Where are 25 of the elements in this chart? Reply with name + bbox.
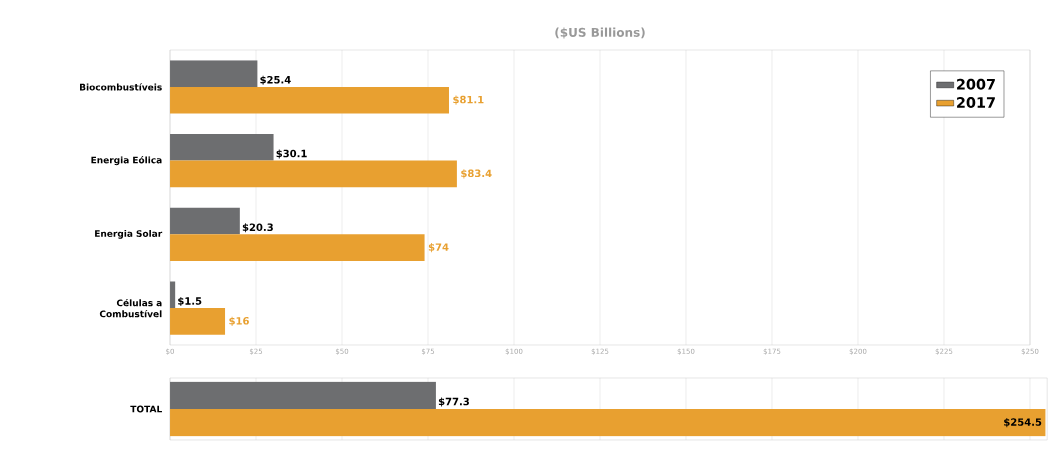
bar <box>170 86 449 114</box>
data-label: $83.4 <box>461 169 492 179</box>
y-tick-label: Energia Solar <box>95 229 163 239</box>
data-label: $25.4 <box>260 75 291 85</box>
y-tick-label: TOTAL <box>130 405 162 413</box>
data-label: $20.3 <box>242 223 273 233</box>
chart-title: ($US Billions) <box>555 27 645 39</box>
bar <box>170 207 240 235</box>
legend-label: 2007 <box>957 78 995 90</box>
data-label: $74 <box>428 243 449 253</box>
bar <box>170 60 258 87</box>
data-label: $254.5 <box>1004 418 1042 428</box>
y-tick-label: Células a Combustível <box>99 298 162 318</box>
data-label: $30.1 <box>276 149 307 159</box>
data-label: $1.5 <box>178 297 202 307</box>
y-tick-label: Biocombustíveis <box>80 83 162 91</box>
y-tick-label: Energia Eólica <box>91 156 162 166</box>
bar <box>170 308 226 335</box>
data-label: $81.1 <box>453 95 484 105</box>
data-label: $77.3 <box>438 397 469 407</box>
bar <box>170 160 457 188</box>
legend-label: 2017 <box>957 97 995 108</box>
bar <box>170 134 274 161</box>
data-label: $16 <box>229 316 249 326</box>
bar <box>170 234 425 261</box>
